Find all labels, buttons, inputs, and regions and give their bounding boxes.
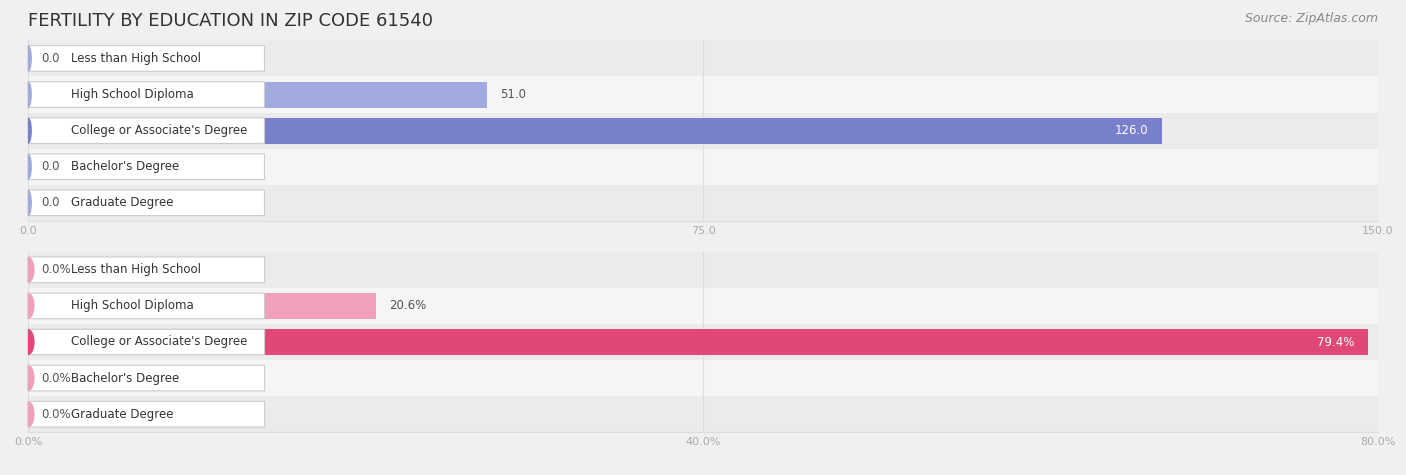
Text: 51.0: 51.0 (501, 88, 526, 101)
FancyBboxPatch shape (28, 190, 264, 216)
Bar (28, 118, 1161, 143)
Text: Bachelor's Degree: Bachelor's Degree (70, 371, 179, 385)
Text: Less than High School: Less than High School (70, 52, 201, 65)
FancyBboxPatch shape (28, 154, 264, 180)
Text: FERTILITY BY EDUCATION IN ZIP CODE 61540: FERTILITY BY EDUCATION IN ZIP CODE 61540 (28, 12, 433, 30)
Bar (28, 185, 1378, 221)
Circle shape (22, 402, 34, 427)
Text: College or Associate's Degree: College or Associate's Degree (70, 124, 247, 137)
Text: Graduate Degree: Graduate Degree (70, 196, 173, 209)
Text: Bachelor's Degree: Bachelor's Degree (70, 160, 179, 173)
Text: College or Associate's Degree: College or Associate's Degree (70, 335, 247, 349)
FancyBboxPatch shape (28, 257, 264, 283)
Text: Source: ZipAtlas.com: Source: ZipAtlas.com (1244, 12, 1378, 25)
Text: High School Diploma: High School Diploma (70, 299, 194, 313)
FancyBboxPatch shape (28, 329, 264, 355)
Bar (28, 252, 1378, 288)
Bar (28, 288, 1378, 324)
Text: 0.0: 0.0 (42, 52, 60, 65)
Text: Graduate Degree: Graduate Degree (70, 408, 173, 421)
FancyBboxPatch shape (28, 293, 264, 319)
Text: 20.6%: 20.6% (389, 299, 426, 313)
Circle shape (25, 190, 31, 215)
Text: 126.0: 126.0 (1115, 124, 1149, 137)
Bar (28, 293, 375, 319)
Circle shape (25, 154, 31, 179)
Bar (28, 149, 1378, 185)
Text: 0.0: 0.0 (42, 196, 60, 209)
FancyBboxPatch shape (28, 82, 264, 107)
Bar (28, 360, 1378, 396)
Bar (28, 76, 1378, 113)
Circle shape (22, 257, 34, 282)
FancyBboxPatch shape (28, 46, 264, 71)
Text: 0.0%: 0.0% (42, 371, 72, 385)
Text: 0.0%: 0.0% (42, 263, 72, 276)
Bar (28, 396, 1378, 432)
FancyBboxPatch shape (28, 401, 264, 427)
Bar (28, 329, 1368, 355)
Bar (28, 82, 486, 107)
Circle shape (25, 82, 31, 107)
Circle shape (25, 118, 31, 143)
Text: 79.4%: 79.4% (1317, 335, 1354, 349)
FancyBboxPatch shape (28, 365, 264, 391)
Circle shape (22, 366, 34, 390)
Text: 0.0%: 0.0% (42, 408, 72, 421)
Circle shape (25, 46, 31, 71)
Text: High School Diploma: High School Diploma (70, 88, 194, 101)
Bar (28, 324, 1378, 360)
Circle shape (22, 330, 34, 354)
Text: Less than High School: Less than High School (70, 263, 201, 276)
Circle shape (22, 294, 34, 318)
Bar (28, 40, 1378, 76)
Text: 0.0: 0.0 (42, 160, 60, 173)
FancyBboxPatch shape (28, 118, 264, 143)
Bar (28, 113, 1378, 149)
